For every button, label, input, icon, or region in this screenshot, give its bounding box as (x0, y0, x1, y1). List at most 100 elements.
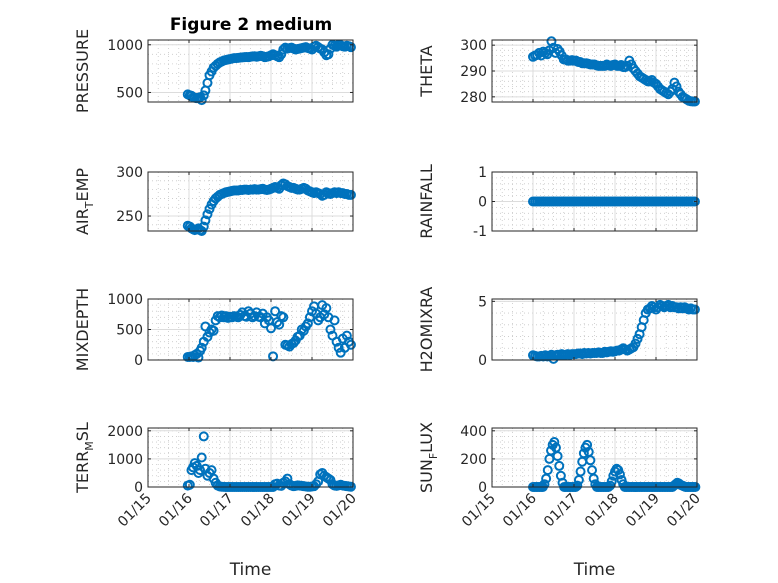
y-tick-label: 5 (478, 294, 487, 310)
y-tick-label: 0 (134, 480, 143, 496)
x-tick-label: 01/19 (279, 491, 319, 531)
x-tick-label: 01/17 (197, 491, 237, 531)
data-point (268, 351, 279, 362)
series-h2omixra (528, 299, 700, 364)
series-airtemp (182, 178, 356, 236)
data-point (554, 460, 565, 471)
data-point (302, 318, 313, 329)
data-point (572, 480, 583, 491)
data-point (552, 451, 563, 462)
series-mixdepth (182, 300, 356, 363)
y-tick-label: 290 (460, 64, 487, 80)
y-tick-label: 500 (116, 85, 143, 101)
series-pressure (182, 39, 356, 106)
data-point (588, 473, 599, 484)
data-point (321, 303, 332, 314)
data-point (333, 342, 344, 353)
data-point (341, 330, 352, 341)
y-tick-label: 300 (116, 165, 143, 181)
axes-box (147, 171, 354, 232)
y-axis-label: MIXDEPTH (73, 288, 92, 371)
x-tick-label: 01/20 (664, 491, 704, 531)
series-sunflux (528, 437, 701, 492)
y-tick-label: 300 (460, 38, 487, 54)
data-point (578, 448, 589, 459)
data-point (345, 339, 356, 350)
y-tick-label: 0 (478, 480, 487, 496)
data-point (278, 312, 289, 323)
y-axis-label: H2OMIXRA (417, 287, 436, 373)
y-axis-label: TERRMSL (73, 422, 96, 494)
data-point (198, 90, 209, 101)
panel-terrmsl: 0 1000 2000 TERRMSL 01/15 01/16 01/17 01/18 01/1… (73, 422, 360, 580)
data-point (345, 42, 356, 53)
data-point (542, 465, 553, 476)
y-tick-label: 1 (478, 165, 487, 181)
y-tick-label: 500 (116, 323, 143, 339)
panel-sunflux: 0 200 400 SUNFLUX 01/15 01/16 01/17 01/18 01/19 0… (417, 422, 704, 580)
x-tick-label: 01/16 (500, 490, 540, 530)
panel-mixdepth: 0 500 1000 MIXDEPTH (73, 288, 356, 371)
series-terrmsl (182, 431, 356, 492)
data-point (575, 466, 586, 477)
y-tick-label: -1 (473, 224, 487, 240)
y-tick-label: 400 (460, 424, 487, 440)
panel-rainfall: -1 0 1 RAINFALL (417, 164, 700, 240)
panel-h2omixra: 0 5 H2OMIXRA (417, 287, 700, 373)
data-point (671, 81, 682, 92)
y-tick-label: 2000 (107, 424, 143, 440)
data-point (546, 445, 557, 456)
axes-box (147, 39, 354, 103)
panel-airtemp: 250 300 AIRTEMP (73, 165, 356, 236)
x-axis-label: Time (229, 560, 272, 580)
y-tick-label: 200 (460, 452, 487, 468)
data-point (345, 189, 356, 200)
data-point (202, 209, 213, 220)
y-axis-label: RAINFALL (417, 164, 436, 239)
x-tick-label: 01/17 (541, 491, 581, 531)
y-tick-label: 0 (478, 353, 487, 369)
data-point (184, 479, 195, 490)
y-tick-label: 1000 (107, 292, 143, 308)
data-point (549, 437, 560, 448)
axes-box (491, 298, 698, 361)
x-axis-label: Time (573, 560, 616, 580)
series-theta (528, 36, 700, 107)
data-point (325, 324, 336, 335)
y-tick-label: 250 (116, 209, 143, 225)
axes-box (147, 427, 354, 488)
data-point (198, 431, 209, 442)
y-axis-label: SUNFLUX (417, 422, 440, 493)
y-tick-label: 0 (134, 353, 143, 369)
data-point (614, 469, 625, 480)
x-tick-label: 01/16 (156, 490, 196, 530)
x-tick-label: 01/15 (115, 491, 155, 531)
y-tick-label: 0 (478, 195, 487, 211)
x-tick-label: 01/18 (238, 491, 278, 531)
series-rainfall (528, 196, 700, 207)
data-point (208, 325, 219, 336)
data-point (329, 315, 340, 326)
data-point (270, 306, 281, 317)
panel-theta: 280 290 300 THETA (417, 36, 700, 107)
x-tick-label: 01/19 (623, 491, 663, 531)
axes-box (491, 427, 698, 488)
data-point (632, 333, 643, 344)
y-tick-label: 1000 (107, 452, 143, 468)
y-tick-label: 280 (460, 90, 487, 106)
x-tick-label: 01/20 (320, 491, 360, 531)
data-point (689, 196, 700, 207)
data-point (689, 96, 700, 107)
panel-pressure: 500 1000 PRESSURE (73, 29, 356, 113)
y-axis-label: PRESSURE (73, 29, 92, 113)
data-point (539, 479, 550, 490)
data-point (200, 215, 211, 226)
x-tick-label: 01/15 (459, 491, 499, 531)
y-axis-label: THETA (417, 45, 436, 97)
data-point (196, 342, 207, 353)
data-point (323, 49, 334, 60)
figure-title: Figure 2 medium (170, 15, 332, 35)
data-point (266, 323, 276, 334)
data-point (196, 452, 207, 463)
